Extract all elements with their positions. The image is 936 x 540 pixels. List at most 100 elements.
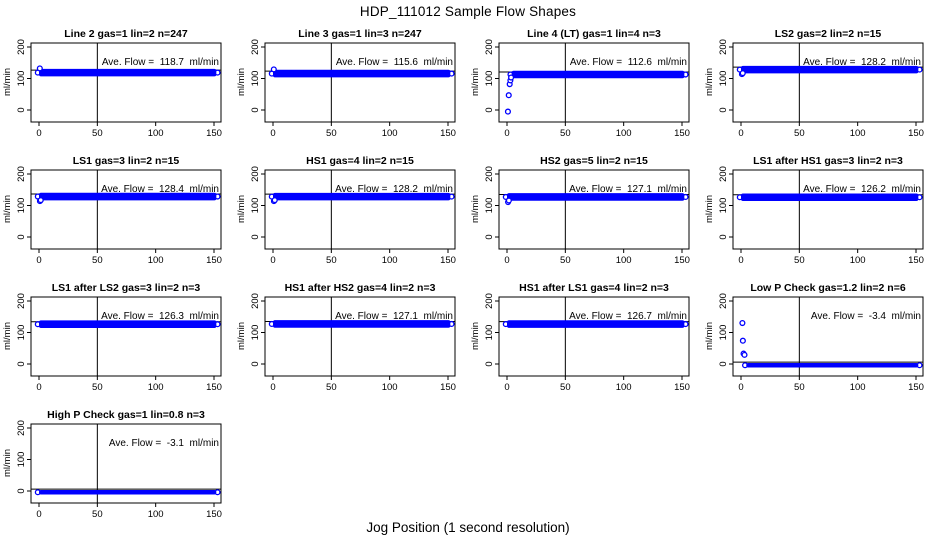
subplot-title: Line 4 (LT) gas=1 lin=4 n=3	[527, 28, 661, 40]
x-tick-label: 150	[440, 382, 456, 393]
y-tick-label: 200	[16, 166, 27, 182]
subplot-12: 0 100 200 0 50 100 150 ml/min Low P Check gas=1.…	[702, 279, 936, 406]
data-point-band	[39, 192, 217, 201]
x-tick-label: 0	[504, 255, 509, 266]
plot-box	[732, 42, 924, 123]
data-point	[739, 70, 746, 77]
y-tick-label: 200	[16, 39, 27, 55]
x-tick-label: 150	[674, 128, 690, 139]
y-axis-label: ml/min	[236, 322, 247, 350]
y-tick-label: 200	[484, 39, 495, 55]
subplot-5: 0 100 200 0 50 100 150 ml/min LS1 gas=3 lin=2 n=…	[0, 152, 234, 279]
x-tick-label: 150	[908, 255, 924, 266]
x-tick-label: 100	[616, 128, 632, 139]
ave-flow-label: Ave. Flow = 112.6 ml/min	[570, 57, 687, 68]
y-tick-label: 100	[718, 198, 729, 214]
subplot-canvas: 0 100 200 0 50 100 150 ml/min Low P Check gas=1.…	[704, 282, 924, 393]
plot-box	[30, 296, 222, 377]
ave-flow-label: Ave. Flow = -3.1 ml/min	[109, 438, 219, 449]
ave-flow-label: Ave. Flow = 128.2 ml/min	[803, 57, 921, 68]
x-tick-label: 150	[674, 255, 690, 266]
plot-box	[264, 42, 456, 123]
x-tick-label: 0	[504, 382, 509, 393]
x-tick-label: 100	[616, 255, 632, 266]
x-tick-label: 150	[206, 509, 222, 520]
figure-title: HDP_111012 Sample Flow Shapes	[359, 4, 577, 19]
y-tick-label: 100	[484, 71, 495, 87]
subplot-title: HS2 gas=5 lin=2 n=15	[540, 155, 648, 167]
subplot-4: 0 100 200 0 50 100 150 ml/min LS2 gas=2 lin=2 n=…	[702, 25, 936, 152]
data-point-band	[746, 363, 919, 368]
subplot-canvas: 0 100 200 0 50 100 150 ml/min Line 3 gas=1 lin=3…	[236, 28, 456, 139]
x-tick-label: 100	[148, 382, 164, 393]
y-tick-label: 200	[16, 293, 27, 309]
data-point	[741, 351, 748, 358]
subplot-canvas: 0 100 200 0 50 100 150 ml/min Line 4 (LT) gas=1 …	[470, 28, 690, 139]
x-tick-label: 50	[794, 382, 805, 393]
ave-flow-label: Ave. Flow = 127.1 ml/min	[569, 184, 687, 195]
subplot-9: 0 100 200 0 50 100 150 ml/min LS1 after LS2 gas=…	[0, 279, 234, 406]
plot-box	[30, 42, 222, 123]
x-tick-label: 0	[504, 128, 509, 139]
subplot-title: HS1 after LS1 gas=4 lin=2 n=3	[519, 282, 669, 294]
subplot-canvas: 0 100 200 0 50 100 150 ml/min Line 2 gas=1 lin=2…	[2, 28, 222, 139]
data-point	[505, 197, 512, 204]
subplot-canvas: 0 100 200 0 50 100 150 ml/min HS1 gas=4 lin=2 n=…	[236, 155, 456, 266]
y-tick-label: 100	[16, 198, 27, 214]
subplot-title: LS1 after LS2 gas=3 lin=2 n=3	[52, 282, 201, 294]
y-axis-label: ml/min	[470, 322, 481, 350]
subplot-canvas: 0 100 200 0 50 100 150 ml/min LS1 after LS2 gas=…	[2, 282, 222, 393]
subplot-title: HS1 after HS2 gas=4 lin=2 n=3	[285, 282, 436, 294]
data-point-band	[741, 65, 919, 74]
data-point-band	[511, 70, 685, 79]
x-tick-label: 0	[738, 128, 743, 139]
y-axis-label: ml/min	[2, 449, 13, 477]
x-tick-label: 50	[794, 128, 805, 139]
y-tick-label: 0	[16, 234, 27, 239]
data-point	[739, 319, 746, 327]
x-tick-label: 50	[92, 509, 103, 520]
data-point	[505, 92, 512, 99]
x-tick-label: 50	[560, 382, 571, 393]
x-tick-label: 50	[92, 128, 103, 139]
x-tick-label: 0	[738, 255, 743, 266]
y-tick-label: 200	[16, 420, 27, 436]
subplot-3: 0 100 200 0 50 100 150 ml/min Line 4 (LT) gas=1 …	[468, 25, 702, 152]
y-tick-label: 200	[484, 293, 495, 309]
subplot-title: HS1 gas=4 lin=2 n=15	[306, 155, 414, 167]
subplot-title: Line 2 gas=1 lin=2 n=247	[64, 28, 188, 40]
ave-flow-label: Ave. Flow = 126.2 ml/min	[803, 184, 921, 195]
figure-x-axis-label: Jog Position (1 second resolution)	[366, 520, 570, 535]
y-axis-label: ml/min	[236, 68, 247, 96]
subplot-title: LS2 gas=2 lin=2 n=15	[775, 28, 882, 40]
y-tick-label: 200	[484, 166, 495, 182]
plot-box	[732, 296, 924, 377]
x-tick-label: 50	[326, 128, 337, 139]
ave-flow-label: Ave. Flow = 126.3 ml/min	[101, 311, 219, 322]
y-tick-label: 100	[484, 198, 495, 214]
ave-flow-label: Ave. Flow = 118.7 ml/min	[102, 57, 219, 68]
x-tick-label: 50	[560, 128, 571, 139]
y-tick-label: 200	[718, 166, 729, 182]
ave-flow-label: Ave. Flow = 127.1 ml/min	[335, 311, 453, 322]
data-point-band	[507, 320, 685, 328]
data-point-band	[273, 320, 451, 328]
y-axis-label: ml/min	[2, 322, 13, 350]
x-tick-label: 50	[92, 255, 103, 266]
x-tick-label: 0	[36, 255, 41, 266]
x-tick-label: 50	[794, 255, 805, 266]
y-tick-label: 0	[484, 361, 495, 366]
y-tick-label: 100	[16, 71, 27, 87]
data-point	[508, 74, 515, 81]
y-tick-label: 200	[250, 39, 261, 55]
x-tick-label: 150	[908, 128, 924, 139]
y-tick-label: 100	[16, 325, 27, 341]
y-tick-label: 0	[250, 361, 261, 366]
x-tick-label: 100	[850, 128, 866, 139]
x-tick-label: 0	[738, 382, 743, 393]
y-tick-label: 100	[250, 325, 261, 341]
y-tick-label: 0	[718, 361, 729, 366]
x-tick-label: 100	[148, 255, 164, 266]
subplot-11: 0 100 200 0 50 100 150 ml/min HS1 after LS1 gas=…	[468, 279, 702, 406]
